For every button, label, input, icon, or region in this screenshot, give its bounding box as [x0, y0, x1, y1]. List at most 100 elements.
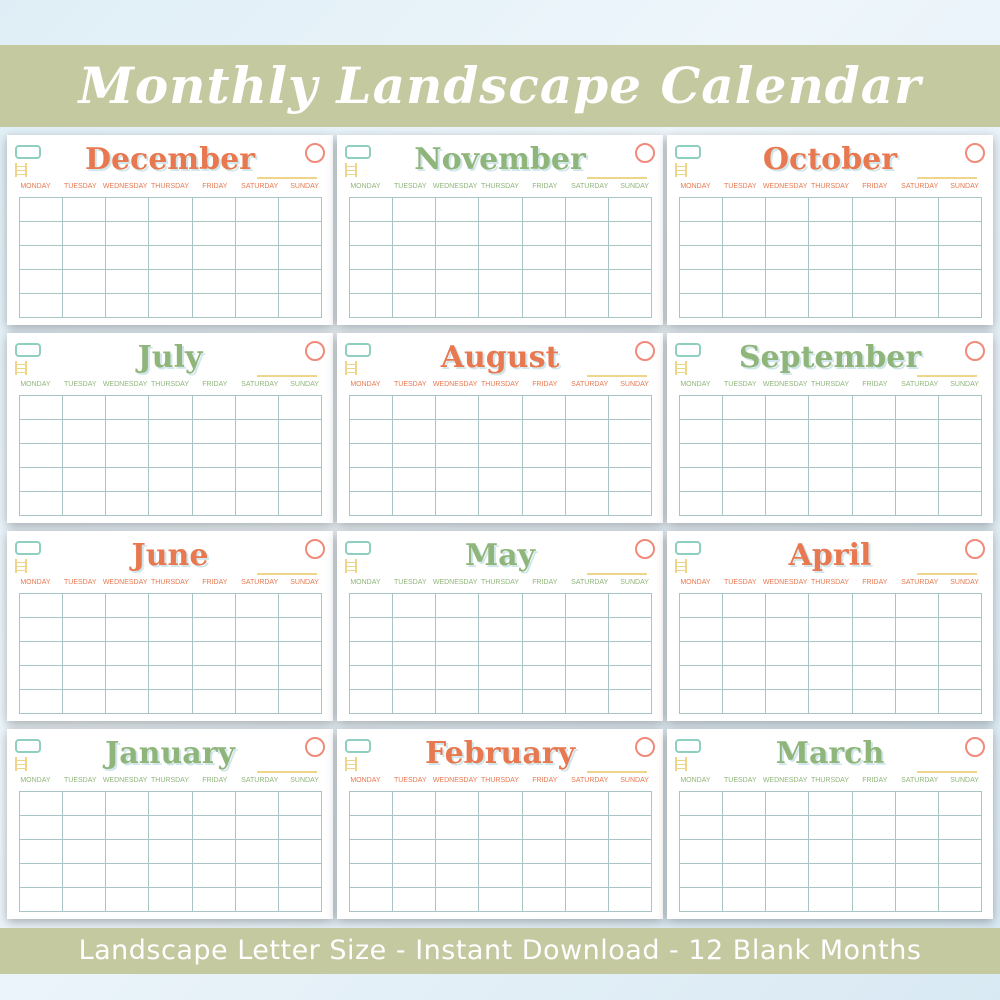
day-cell [63, 420, 107, 444]
day-cell [278, 840, 322, 864]
day-cell [522, 816, 566, 840]
day-cell [522, 270, 566, 294]
day-cell [608, 792, 652, 816]
day-cell [436, 420, 480, 444]
day-cell [436, 198, 480, 222]
weekday-label: FRIDAY [202, 381, 228, 388]
day-cell [149, 690, 193, 714]
day-cell [106, 816, 150, 840]
day-cell [565, 198, 609, 222]
weekday-header: MONDAY TUESDAY WEDNESDAY THURSDAY FRIDAY SATU… [343, 579, 657, 586]
day-cell [106, 840, 150, 864]
weekday-label: TUESDAY [394, 381, 427, 388]
day-cell [723, 270, 767, 294]
ladder-icon [15, 559, 27, 573]
day-cell [235, 444, 279, 468]
day-cell [63, 618, 107, 642]
day-cell [680, 840, 724, 864]
weekday-label: WEDNESDAY [762, 777, 808, 784]
flower-icon [965, 143, 985, 163]
day-grid [349, 395, 652, 516]
day-cell [393, 864, 437, 888]
day-cell [278, 690, 322, 714]
weekday-label: FRIDAY [532, 579, 558, 586]
day-cell [895, 666, 939, 690]
day-cell [278, 396, 322, 420]
day-cell [766, 270, 810, 294]
day-cell [565, 246, 609, 270]
weekday-label: MONDAY [680, 579, 711, 586]
day-cell [278, 492, 322, 516]
weekday-label: THURSDAY [151, 777, 189, 784]
glasses-icon [675, 145, 701, 159]
day-cell [723, 666, 767, 690]
day-cell [852, 246, 896, 270]
day-cell [809, 444, 853, 468]
day-cell [608, 864, 652, 888]
day-cell [235, 840, 279, 864]
day-cell [106, 396, 150, 420]
day-cell [436, 690, 480, 714]
weekday-header: MONDAY TUESDAY WEDNESDAY THURSDAY FRIDAY SATU… [13, 183, 327, 190]
day-cell [852, 618, 896, 642]
calendar-page-august: August MONDAY TUESDAY WEDNESDAY THURSDAY FRID… [337, 333, 663, 523]
day-cell [63, 594, 107, 618]
title-rule [917, 375, 977, 377]
day-cell [680, 198, 724, 222]
day-cell [479, 594, 523, 618]
day-cell [895, 618, 939, 642]
weekday-label: WEDNESDAY [432, 777, 478, 784]
ladder-icon [345, 163, 357, 177]
day-cell [608, 642, 652, 666]
footer-banner: Landscape Letter Size - Instant Download… [0, 928, 1000, 974]
day-cell [192, 642, 236, 666]
day-cell [192, 594, 236, 618]
day-cell [852, 816, 896, 840]
day-cell [723, 840, 767, 864]
day-cell [149, 198, 193, 222]
day-cell [766, 690, 810, 714]
day-cell [852, 840, 896, 864]
title-banner: Monthly Landscape Calendar [0, 45, 1000, 127]
day-cell [63, 492, 107, 516]
day-cell [20, 618, 64, 642]
day-cell [895, 246, 939, 270]
day-cell [809, 270, 853, 294]
day-cell [63, 468, 107, 492]
day-cell [63, 840, 107, 864]
weekday-header: MONDAY TUESDAY WEDNESDAY THURSDAY FRIDAY SATU… [343, 381, 657, 388]
day-cell [350, 246, 394, 270]
ladder-icon [15, 361, 27, 375]
day-cell [235, 864, 279, 888]
day-cell [723, 618, 767, 642]
weekday-label: FRIDAY [202, 183, 228, 190]
day-cell [809, 690, 853, 714]
day-cell [20, 444, 64, 468]
day-cell [235, 888, 279, 912]
ladder-icon [345, 559, 357, 573]
day-cell [809, 594, 853, 618]
day-cell [680, 468, 724, 492]
day-cell [809, 222, 853, 246]
ladder-icon [15, 757, 27, 771]
day-cell [106, 420, 150, 444]
day-cell [479, 444, 523, 468]
calendar-page-february: February MONDAY TUESDAY WEDNESDAY THURSDAY FR… [337, 729, 663, 919]
weekday-label: THURSDAY [151, 381, 189, 388]
day-cell [350, 618, 394, 642]
weekday-label: MONDAY [20, 579, 51, 586]
weekday-label: SATURDAY [241, 381, 279, 388]
day-cell [938, 888, 982, 912]
day-cell [608, 618, 652, 642]
month-title: February [424, 736, 575, 771]
day-cell [63, 198, 107, 222]
glasses-icon [15, 145, 41, 159]
day-cell [63, 246, 107, 270]
day-cell [278, 642, 322, 666]
day-cell [938, 594, 982, 618]
day-cell [192, 492, 236, 516]
day-cell [235, 792, 279, 816]
footer-tagline: Landscape Letter Size - Instant Download… [78, 935, 922, 966]
day-cell [608, 816, 652, 840]
day-cell [895, 396, 939, 420]
